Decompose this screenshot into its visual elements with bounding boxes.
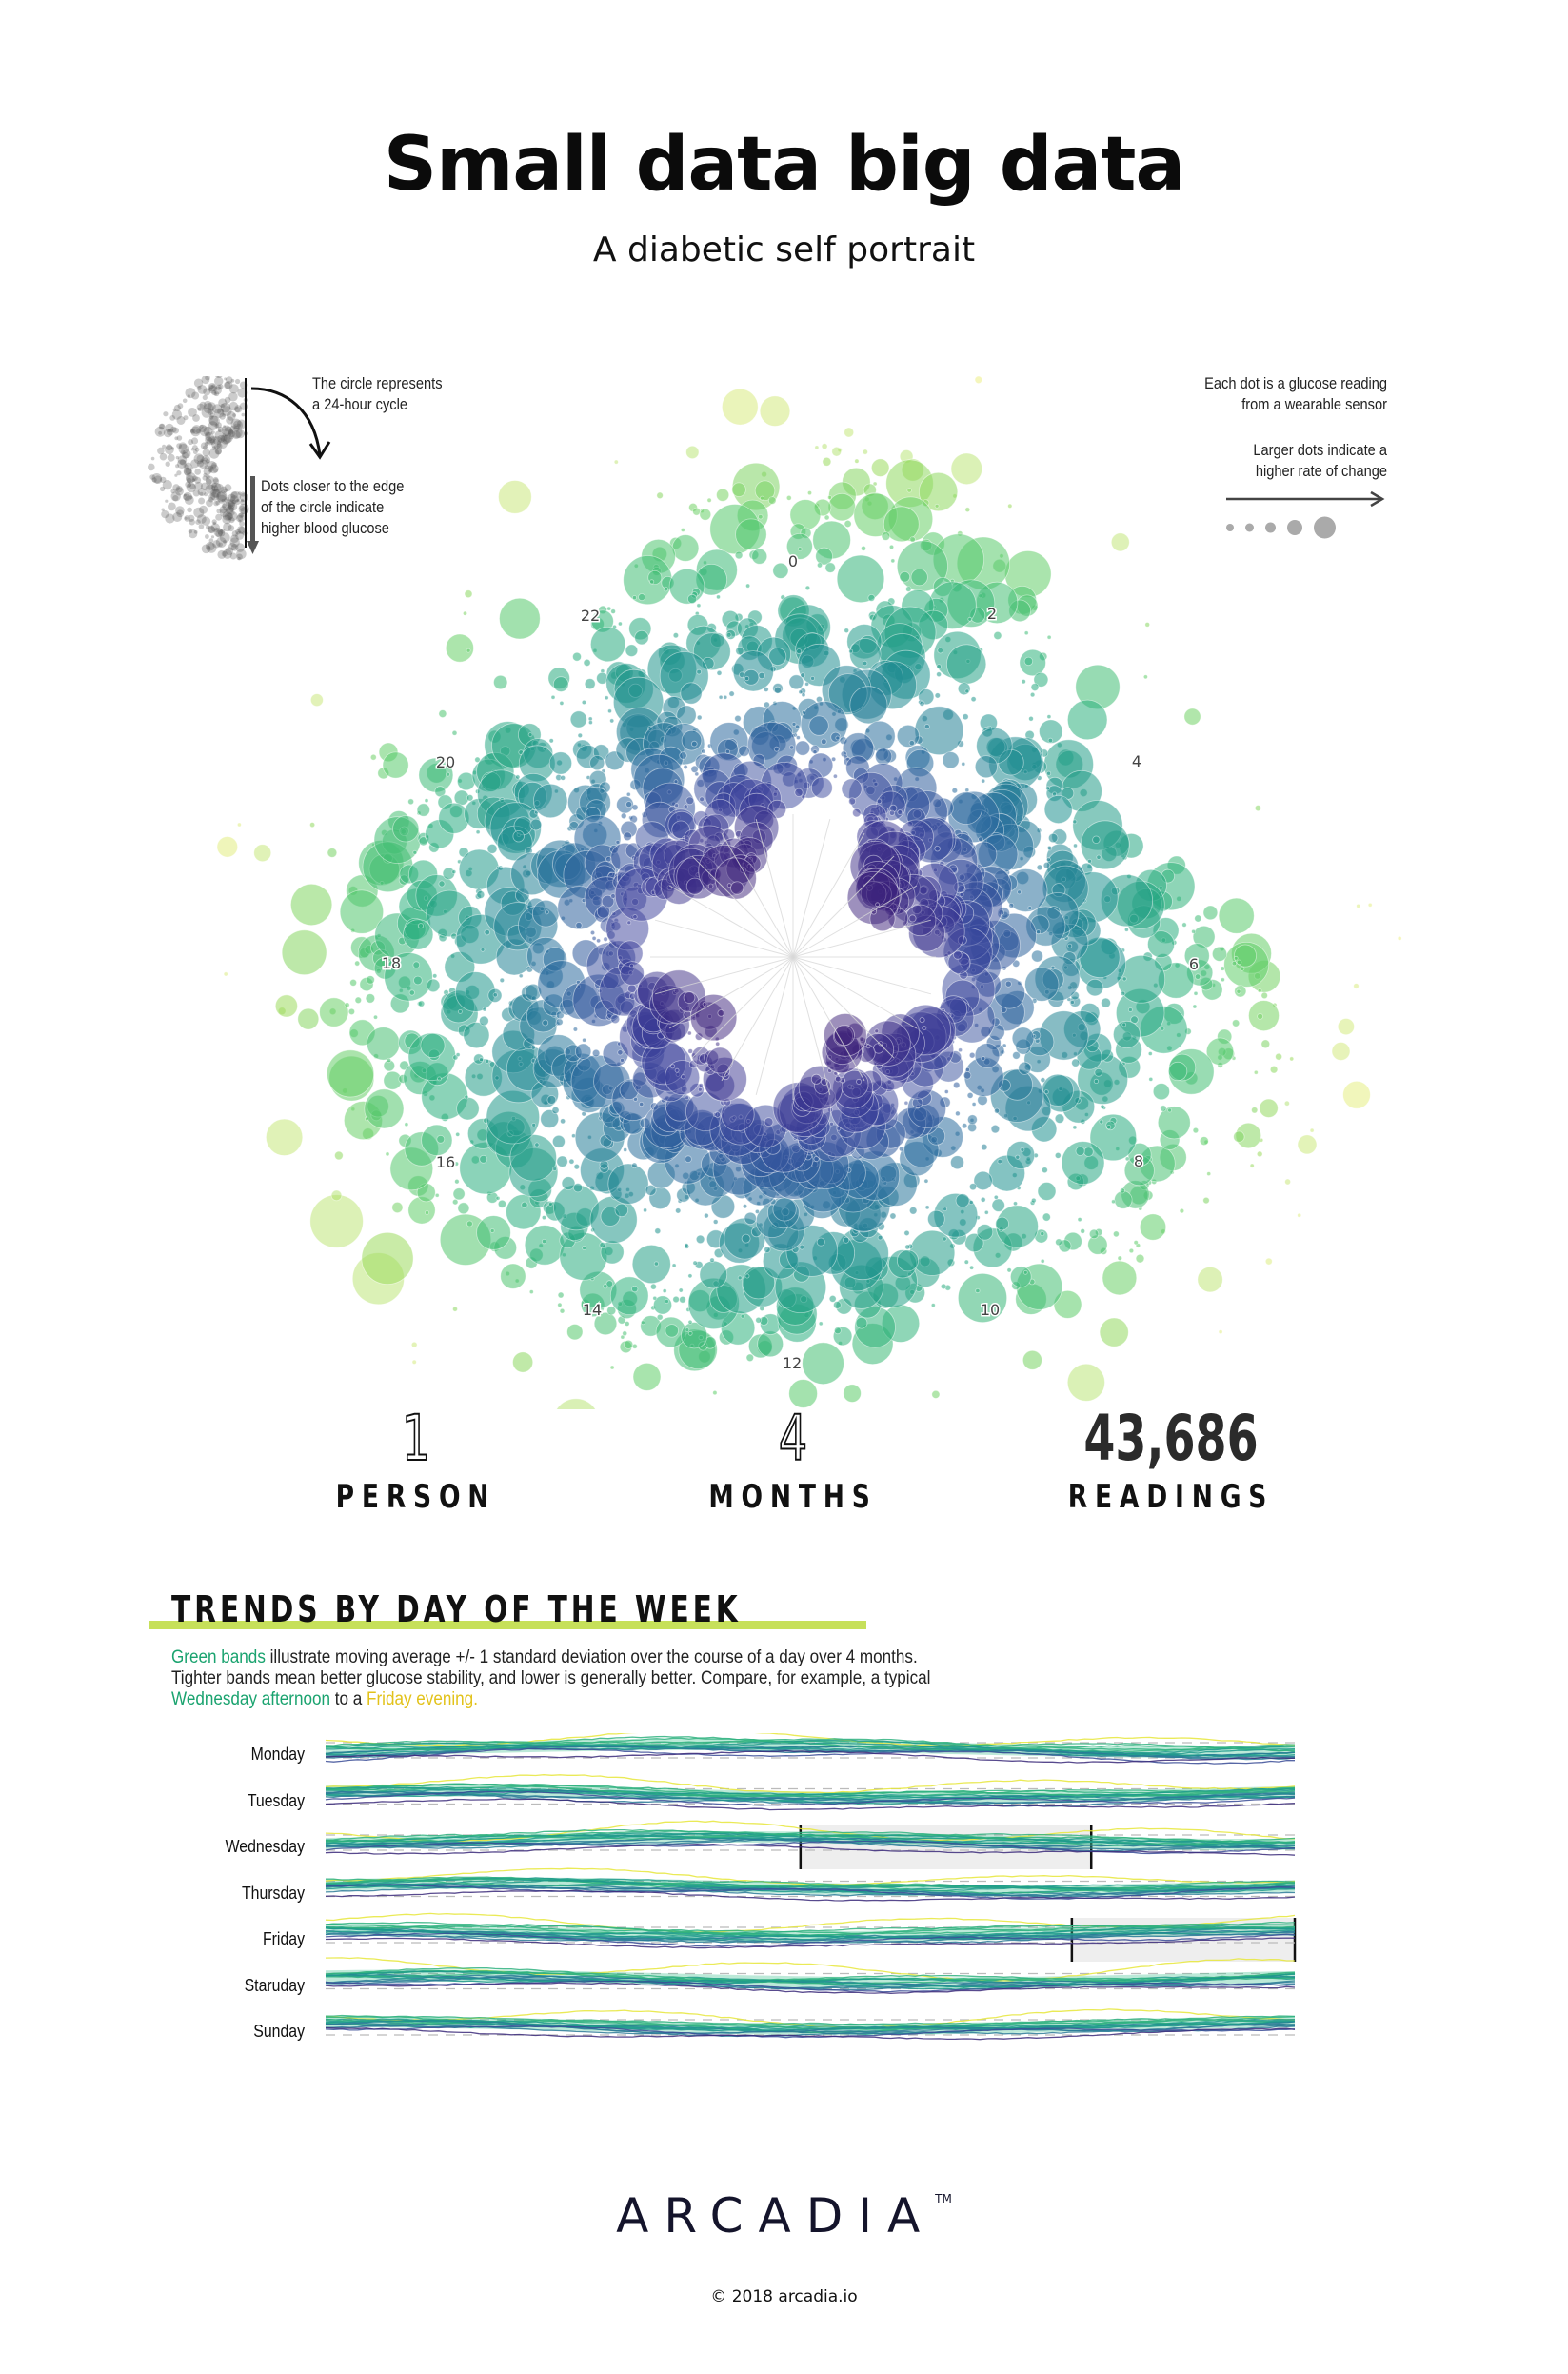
trends-chart bbox=[325, 1733, 1297, 2041]
arcadia-logo: ARCADIATM bbox=[616, 2188, 952, 2244]
section-underline bbox=[149, 1621, 866, 1629]
stat-label: PERSON bbox=[335, 1478, 497, 1516]
day-label-wednesday: Wednesday bbox=[225, 1837, 305, 1856]
day-label-sunday: Sunday bbox=[253, 2022, 305, 2041]
curved-arrow-icon bbox=[250, 387, 331, 460]
size-sample-dot bbox=[1265, 522, 1276, 533]
hour-labels: 0 2 4 6 8 10 12 14 16 18 20 22 bbox=[380, 551, 1200, 1374]
hour-label-20: 20 bbox=[436, 753, 455, 771]
section-title: TRENDS BY DAY OF THE WEEK bbox=[171, 1588, 742, 1630]
down-arrow-icon bbox=[247, 476, 259, 554]
day-label-monday: Monday bbox=[250, 1745, 305, 1764]
size-legend bbox=[1226, 490, 1385, 539]
size-sample-dot bbox=[1314, 516, 1336, 539]
size-sample-dot bbox=[1287, 520, 1302, 535]
hour-label-8: 8 bbox=[1134, 1152, 1143, 1170]
stat-label: MONTHS bbox=[708, 1478, 878, 1516]
day-label-thursday: Thursday bbox=[241, 1883, 305, 1903]
page-title: Small data big data bbox=[383, 122, 1185, 208]
day-label-staruday: Staruday bbox=[244, 1975, 305, 1995]
hour-label-10: 10 bbox=[981, 1301, 1000, 1319]
day-label-friday: Friday bbox=[262, 1929, 305, 1948]
legend-size-note: Larger dots indicate a higher rate of ch… bbox=[1253, 441, 1387, 480]
hour-label-14: 14 bbox=[583, 1301, 602, 1319]
glucose-dots bbox=[216, 375, 1402, 1409]
hour-label-16: 16 bbox=[436, 1153, 455, 1171]
hour-label-18: 18 bbox=[382, 954, 401, 972]
hour-label-12: 12 bbox=[783, 1354, 802, 1372]
stat-value: 4 bbox=[778, 1402, 808, 1475]
hour-label-0: 0 bbox=[788, 552, 798, 570]
size-sample-dot bbox=[1245, 523, 1254, 532]
stat-readings: 43,686 READINGS bbox=[1000, 1402, 1342, 1517]
legend-cycle-note: The circle represents a 24-hour cycle bbox=[312, 374, 443, 413]
hour-label-22: 22 bbox=[581, 607, 600, 625]
stat-value: 43,686 bbox=[1083, 1402, 1259, 1475]
stat-months: 4 MONTHS bbox=[622, 1402, 964, 1517]
hour-spokes bbox=[650, 814, 936, 1100]
legend-edge-note: Dots closer to the edge of the circle in… bbox=[261, 477, 405, 537]
hour-label-2: 2 bbox=[987, 605, 997, 623]
copyright: © 2018 arcadia.io bbox=[710, 2287, 858, 2306]
legend-dot-note: Each dot is a glucose reading from a wea… bbox=[1204, 374, 1387, 413]
page-subtitle: A diabetic self portrait bbox=[592, 230, 976, 269]
size-sample-dots bbox=[1226, 516, 1336, 539]
hour-label-4: 4 bbox=[1132, 752, 1141, 770]
day-label-tuesday: Tuesday bbox=[247, 1790, 305, 1810]
radial-glucose-chart: 0 2 4 6 8 10 12 14 16 18 20 22 bbox=[216, 375, 1402, 1409]
section-description: Green bands illustrate moving average +/… bbox=[171, 1647, 931, 1709]
stat-value: 1 bbox=[401, 1402, 431, 1475]
stat-label: READINGS bbox=[1067, 1478, 1275, 1516]
hour-label-6: 6 bbox=[1189, 955, 1199, 973]
stat-person: 1 PERSON bbox=[245, 1402, 587, 1517]
legend-half-circle-illustration bbox=[148, 376, 249, 561]
size-sample-dot bbox=[1226, 524, 1234, 531]
